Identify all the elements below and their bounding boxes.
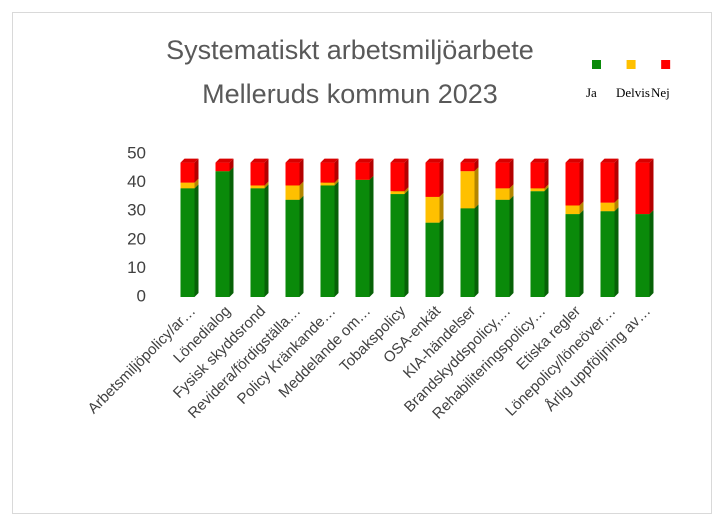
y-tick-label: 50 (127, 143, 146, 162)
bar-segment (565, 210, 584, 297)
bar-segment (390, 158, 409, 192)
bar-segment (355, 158, 374, 180)
y-tick-label: 0 (137, 286, 146, 305)
y-tick-label: 10 (127, 258, 146, 277)
bar-segment (250, 184, 269, 297)
legend-swatch (661, 60, 671, 69)
bar-segment (495, 158, 514, 189)
bar-segment (180, 184, 199, 297)
bar-segment (425, 192, 444, 223)
chart-title: Melleruds kommun 2023 (202, 79, 498, 109)
bar-segment (600, 207, 619, 297)
bar-segment (635, 158, 654, 215)
bar-segment (215, 167, 234, 297)
bar-segment (180, 158, 199, 183)
bar-segment (250, 158, 269, 186)
legend-label: Nej (651, 85, 670, 100)
bar-segment (285, 158, 304, 186)
y-tick-label: 40 (127, 172, 146, 191)
legend-swatch (626, 60, 636, 69)
bar-segment (460, 204, 479, 297)
bar-segment (425, 218, 444, 297)
bar-segment (530, 187, 549, 297)
bar-segment (635, 210, 654, 297)
bar-segment (285, 195, 304, 297)
bar-segment (355, 175, 374, 297)
bar-segment (320, 181, 339, 297)
chart-title: Systematiskt arbetsmiljöarbete (166, 35, 534, 65)
bar-segment (600, 158, 619, 203)
bar-segment (530, 158, 549, 189)
bar-segment (565, 158, 584, 206)
bar-segment (495, 195, 514, 297)
legend-swatch (592, 60, 601, 69)
bar-segment (390, 190, 409, 297)
legend-label: Ja (586, 85, 597, 100)
y-tick-label: 30 (127, 201, 146, 220)
y-tick-label: 20 (127, 229, 146, 248)
bar-segment (215, 158, 234, 172)
bar-segment (425, 158, 444, 197)
bar-segment (460, 158, 479, 172)
bar-segment (320, 158, 339, 183)
legend-label: Delvis (616, 85, 650, 100)
bar-segment (460, 167, 479, 209)
